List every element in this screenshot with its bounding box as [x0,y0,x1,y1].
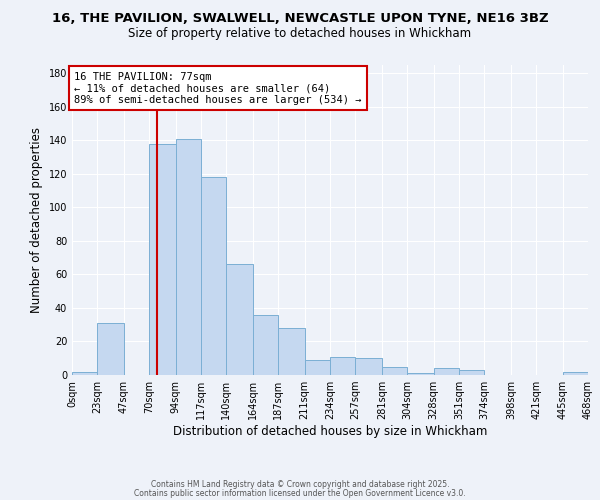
Bar [459,370,484,375]
Text: Contains public sector information licensed under the Open Government Licence v3: Contains public sector information licen… [134,488,466,498]
Y-axis label: Number of detached properties: Number of detached properties [30,127,43,313]
Bar [355,358,382,375]
Bar [201,178,226,375]
Bar [382,366,407,375]
Bar [278,328,305,375]
Text: 16, THE PAVILION, SWALWELL, NEWCASTLE UPON TYNE, NE16 3BZ: 16, THE PAVILION, SWALWELL, NEWCASTLE UP… [52,12,548,26]
Bar [226,264,253,375]
Bar [149,144,176,375]
Bar [72,372,97,375]
Text: 16 THE PAVILION: 77sqm
← 11% of detached houses are smaller (64)
89% of semi-det: 16 THE PAVILION: 77sqm ← 11% of detached… [74,72,362,105]
Text: Contains HM Land Registry data © Crown copyright and database right 2025.: Contains HM Land Registry data © Crown c… [151,480,449,489]
Bar [176,138,201,375]
Bar [253,314,278,375]
Bar [97,323,124,375]
Bar [563,372,588,375]
Bar [407,374,434,375]
Text: Size of property relative to detached houses in Whickham: Size of property relative to detached ho… [128,28,472,40]
Bar [305,360,330,375]
Bar [330,356,355,375]
Bar [434,368,459,375]
X-axis label: Distribution of detached houses by size in Whickham: Distribution of detached houses by size … [173,425,487,438]
